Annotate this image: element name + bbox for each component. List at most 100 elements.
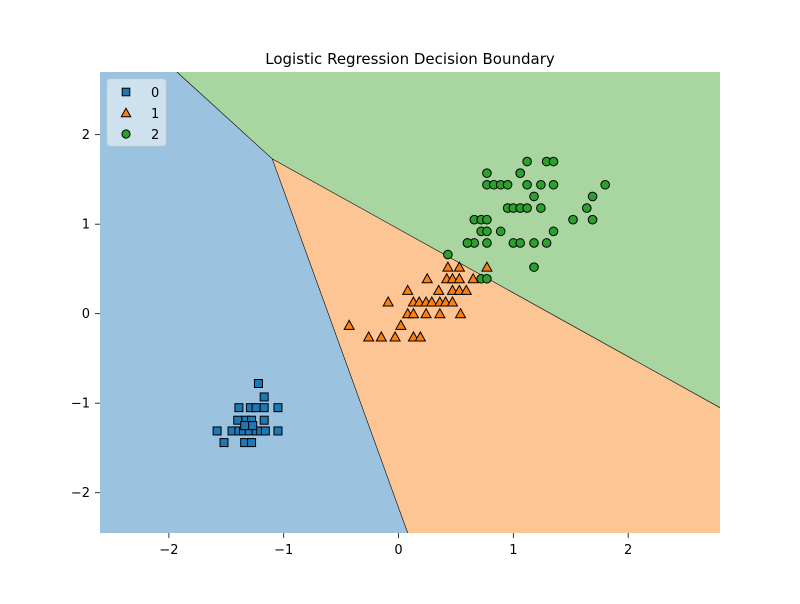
data-point-class-1 [394, 319, 407, 330]
data-point-class-1 [439, 296, 452, 307]
y-tick-label: 0 [82, 307, 90, 322]
data-point-class-2 [515, 238, 526, 248]
data-point-class-2 [482, 226, 492, 237]
data-point-class-1 [375, 330, 388, 342]
data-point-class-2 [443, 249, 453, 260]
boundary-line-0-2 [176, 71, 273, 160]
data-point-class-1 [420, 307, 432, 319]
plot-area [100, 71, 721, 534]
region-class-1 [272, 158, 720, 534]
chart-title: Logistic Regression Decision Boundary [265, 50, 555, 68]
data-point-class-2 [600, 179, 610, 190]
y-tick-label: −2 [71, 486, 90, 501]
data-point-class-1 [362, 330, 375, 342]
data-point-class-2 [482, 168, 492, 178]
legend-label: 0 [151, 86, 159, 101]
data-point-class-0 [253, 379, 263, 389]
data-point-class-2 [529, 262, 539, 272]
data-point-class-2 [536, 179, 546, 190]
data-point-class-2 [582, 203, 592, 213]
series-class-0 [212, 379, 283, 448]
data-points [212, 156, 610, 448]
legend: 0 1 2 [106, 78, 167, 147]
series-class-1 [343, 261, 493, 342]
data-point-class-1 [446, 272, 459, 284]
data-point-class-1 [453, 284, 466, 295]
data-point-class-2 [482, 238, 492, 248]
legend-marker-2 [121, 129, 131, 139]
data-point-class-2 [587, 191, 598, 202]
data-point-class-2 [522, 179, 532, 190]
data-point-class-0 [251, 403, 261, 413]
data-point-class-1 [460, 284, 473, 295]
data-point-class-2 [515, 168, 526, 178]
data-point-class-1 [413, 296, 426, 307]
region-class-0 [100, 72, 408, 533]
data-point-class-0 [259, 415, 269, 425]
data-point-class-2 [522, 156, 532, 167]
data-point-class-0 [247, 438, 257, 448]
data-point-class-2 [548, 156, 559, 167]
data-point-class-2 [495, 226, 506, 237]
data-point-class-1 [421, 272, 434, 284]
data-point-class-1 [382, 296, 395, 307]
data-point-class-2 [548, 179, 559, 190]
data-point-class-1 [432, 284, 445, 295]
data-point-class-0 [240, 421, 250, 431]
data-point-class-2 [587, 214, 598, 225]
data-point-class-2 [536, 203, 546, 213]
data-point-class-0 [219, 438, 229, 448]
data-point-class-1 [453, 272, 466, 284]
x-tick-label: 1 [509, 543, 517, 558]
decision-regions [100, 72, 720, 534]
boundary-line-1-2 [272, 158, 721, 408]
region-class-2 [176, 72, 720, 408]
x-tick-label: −1 [274, 543, 293, 558]
legend-label: 2 [151, 128, 159, 143]
decision-boundaries [176, 71, 721, 534]
data-point-class-2 [568, 214, 578, 225]
legend-marker-1 [120, 107, 132, 118]
data-point-class-2 [548, 226, 559, 237]
legend-marker-0 [121, 87, 131, 97]
data-point-class-2 [482, 214, 492, 225]
data-point-class-1 [401, 284, 414, 295]
data-point-class-0 [260, 426, 270, 436]
y-tick-label: −1 [71, 397, 90, 412]
data-point-class-0 [273, 403, 283, 413]
data-point-class-1 [453, 261, 466, 272]
data-point-class-0 [248, 421, 258, 431]
data-point-class-1 [425, 296, 438, 307]
data-point-class-2 [462, 238, 473, 248]
data-point-class-2 [522, 203, 532, 213]
data-point-class-2 [482, 273, 492, 284]
data-point-class-2 [529, 238, 539, 248]
data-point-class-1 [343, 319, 355, 330]
data-point-class-2 [502, 179, 513, 190]
data-point-class-1 [481, 261, 493, 272]
boundary-line-0-1 [271, 158, 408, 534]
data-point-class-1 [446, 296, 459, 307]
data-point-class-0 [259, 403, 269, 413]
data-point-class-1 [414, 330, 427, 342]
data-point-class-1 [446, 284, 459, 295]
data-point-class-2 [529, 191, 539, 202]
axes: −2 −1 0 1 2 −2 −1 0 1 2 [71, 128, 632, 558]
x-tick-label: 0 [394, 543, 402, 558]
series-class-2 [443, 156, 610, 284]
data-point-class-1 [389, 330, 401, 342]
data-point-class-1 [407, 330, 420, 342]
data-point-class-2 [541, 238, 552, 248]
x-tick-label: −2 [159, 543, 178, 558]
x-tick-label: 2 [624, 543, 632, 558]
data-point-class-1 [467, 272, 479, 284]
data-point-class-1 [407, 307, 420, 319]
data-point-class-0 [212, 426, 222, 436]
y-tick-label: 2 [82, 128, 90, 143]
y-tick-label: 1 [82, 218, 90, 233]
data-point-class-0 [234, 403, 244, 413]
data-point-class-1 [454, 307, 467, 319]
data-point-class-1 [442, 261, 454, 272]
